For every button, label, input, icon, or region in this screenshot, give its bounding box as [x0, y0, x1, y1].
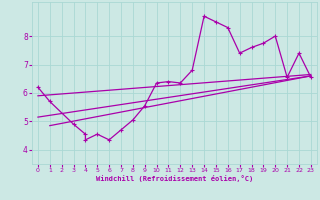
X-axis label: Windchill (Refroidissement éolien,°C): Windchill (Refroidissement éolien,°C)	[96, 175, 253, 182]
